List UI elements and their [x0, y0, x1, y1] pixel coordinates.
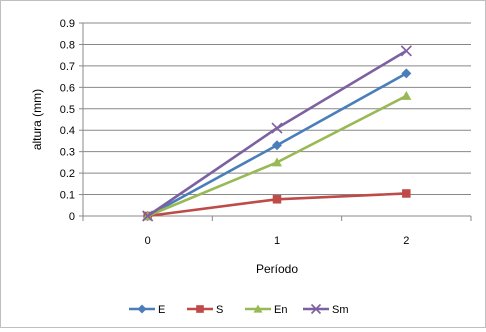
y-tick-label: 0.7 [60, 61, 75, 73]
data-point [401, 90, 412, 100]
axes: 0 0.1 0.2 0.3 0.4 0.5 0.6 0.7 0.8 0.9 0 1 2 [60, 18, 472, 247]
x-axis-title: Período [256, 262, 298, 276]
x-tick-label: 0 [145, 235, 151, 247]
legend-item-en: En [245, 304, 287, 316]
y-tick-label: 0.9 [60, 18, 75, 30]
series-line [146, 49, 407, 218]
x-tick-label: 2 [403, 235, 409, 247]
legend-label: E [158, 304, 165, 316]
legend-item-e: E [129, 304, 165, 316]
y-tick-label: 0.2 [60, 168, 75, 180]
x-tick-label: 1 [274, 235, 280, 247]
legend-label: S [216, 304, 223, 316]
line-chart: 00.10.20.30.40.50.60.70.80.90 1 2 Período … [30, 18, 472, 316]
legend: E S En Sm [129, 303, 349, 316]
legend-marker [196, 305, 204, 313]
series-sm [142, 45, 412, 222]
y-tick-label: 0.4 [60, 125, 75, 137]
data-point [272, 140, 282, 151]
y-tick-label: 0 [69, 211, 75, 223]
data-point [272, 195, 282, 204]
y-tick-label: 0.6 [60, 82, 75, 94]
data-point [271, 122, 283, 134]
data-point [402, 189, 411, 198]
y-axis-title: altura (mm) [30, 89, 44, 150]
legend-marker [310, 303, 322, 315]
series-group [142, 45, 412, 222]
legend-label: En [274, 304, 287, 316]
data-point [400, 45, 412, 57]
y-tick-label: 0.1 [60, 190, 75, 202]
y-tick-label: 0.8 [60, 39, 75, 51]
data-point [142, 210, 154, 222]
legend-marker [137, 304, 147, 314]
legend-label: Sm [332, 304, 349, 316]
y-tick-label: 0.5 [60, 104, 75, 116]
legend-item-s: S [187, 304, 223, 316]
data-point [401, 68, 412, 79]
legend-marker [253, 304, 263, 313]
legend-item-sm: Sm [303, 303, 349, 316]
data-point [272, 157, 282, 167]
gridlines [83, 22, 471, 196]
y-tick-label: 0.3 [60, 147, 75, 159]
